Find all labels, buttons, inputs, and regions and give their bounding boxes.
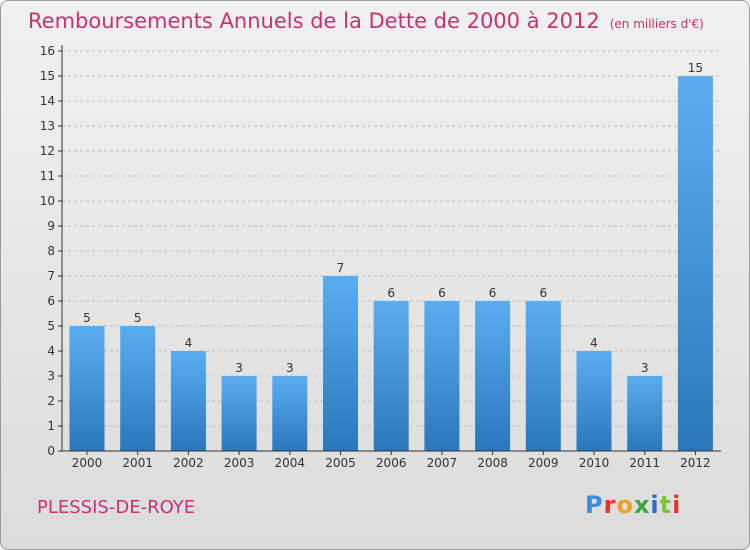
y-tick-label: 2 <box>47 394 55 408</box>
x-tick-label: 2005 <box>325 456 356 470</box>
y-tick-label: 10 <box>40 194 55 208</box>
logo-letter: o <box>616 491 634 519</box>
bar-2011 <box>627 376 663 451</box>
x-tick-label: 2003 <box>224 456 255 470</box>
bars-layer: 5 5 4 3 3 7 6 6 6 6 4 3 15 <box>69 61 713 451</box>
bar-2004 <box>272 376 308 451</box>
value-label: 6 <box>539 286 547 300</box>
logo-letter: P <box>585 491 604 519</box>
logo-letter: t <box>659 491 673 519</box>
y-tick-label: 12 <box>40 144 55 158</box>
value-label: 3 <box>235 361 243 375</box>
logo-letter: i <box>650 491 660 519</box>
bar-2006 <box>373 301 409 451</box>
y-tick-label: 6 <box>47 294 55 308</box>
x-tick-label: 2002 <box>173 456 204 470</box>
y-tick-label: 11 <box>40 169 55 183</box>
y-tick-label: 14 <box>40 94 55 108</box>
logo-letter: x <box>633 491 651 519</box>
y-tick-label: 1 <box>47 419 55 433</box>
logo-letter: i <box>672 491 682 519</box>
value-label: 5 <box>134 311 142 325</box>
x-tick-label: 2004 <box>275 456 306 470</box>
x-tick-label: 2011 <box>629 456 660 470</box>
y-tick-label: 0 <box>47 444 55 458</box>
logo-letter: r <box>603 491 617 519</box>
x-tick-label: 2009 <box>528 456 559 470</box>
value-label: 4 <box>185 336 193 350</box>
chart-title: Remboursements Annuels de la Dette de 20… <box>28 9 704 33</box>
x-tick-label: 2006 <box>376 456 407 470</box>
bar-2005 <box>323 276 358 451</box>
bar-2003 <box>221 376 257 451</box>
value-label: 4 <box>590 336 598 350</box>
x-tick-label: 2010 <box>579 456 610 470</box>
value-label: 7 <box>337 261 345 275</box>
y-tick-label: 8 <box>47 244 55 258</box>
y-tick-label: 3 <box>47 369 55 383</box>
value-label: 6 <box>438 286 446 300</box>
y-tick-label: 5 <box>47 319 55 333</box>
bar-2001 <box>120 326 156 451</box>
y-tick-label: 15 <box>40 69 55 83</box>
x-tick-label: 2007 <box>427 456 458 470</box>
value-label: 3 <box>641 361 649 375</box>
commune-name: PLESSIS-DE-ROYE <box>37 497 196 518</box>
title-text: Remboursements Annuels de la Dette de 20… <box>28 9 600 33</box>
value-label: 6 <box>489 286 497 300</box>
value-label: 5 <box>83 311 91 325</box>
bar-2007 <box>424 301 460 451</box>
value-label: 6 <box>387 286 395 300</box>
x-tick-label: 2008 <box>477 456 508 470</box>
y-tick-label: 13 <box>40 119 55 133</box>
bar-2008 <box>475 301 511 451</box>
y-tick-label: 4 <box>47 344 55 358</box>
bar-2002 <box>170 351 206 451</box>
bar-2009 <box>525 301 561 451</box>
y-tick-label: 16 <box>40 44 55 58</box>
title-unit: (en milliers d'€) <box>609 17 704 31</box>
x-tick-label: 2001 <box>122 456 153 470</box>
x-tick-label: 2000 <box>72 456 103 470</box>
proxiti-logo: Proxiti <box>585 491 681 519</box>
y-tick-label: 9 <box>47 219 55 233</box>
bar-2000 <box>69 326 105 451</box>
x-tick-label: 2012 <box>680 456 711 470</box>
value-label: 15 <box>688 61 703 75</box>
bar-2012 <box>677 76 713 451</box>
value-label: 3 <box>286 361 294 375</box>
bar-2010 <box>576 351 612 451</box>
y-tick-label: 7 <box>47 269 55 283</box>
